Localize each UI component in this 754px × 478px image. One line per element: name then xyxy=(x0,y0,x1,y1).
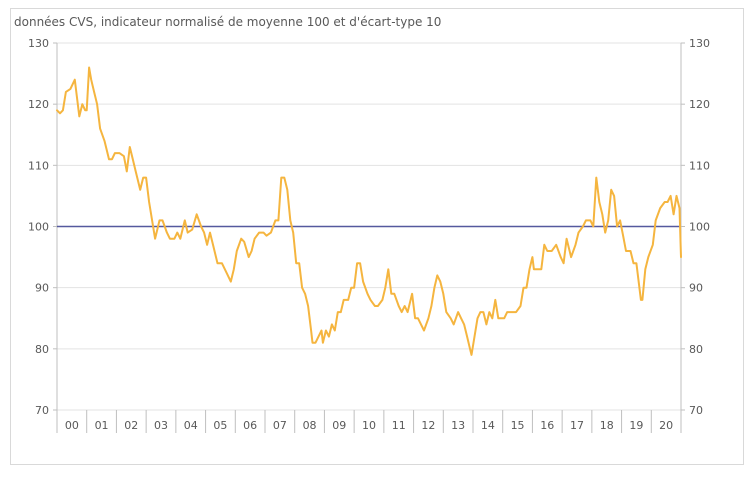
x-tick-label: 19 xyxy=(629,419,643,432)
x-tick-label: 17 xyxy=(570,419,584,432)
x-tick-label: 02 xyxy=(124,419,138,432)
y-tick-label-left: 100 xyxy=(28,221,49,234)
y-tick-label-right: 80 xyxy=(689,343,703,356)
y-tick-label-left: 80 xyxy=(35,343,49,356)
x-tick-label: 20 xyxy=(659,419,673,432)
x-tick-label: 05 xyxy=(213,419,227,432)
x-tick-label: 10 xyxy=(362,419,376,432)
x-tick-label: 00 xyxy=(65,419,79,432)
x-tick-label: 14 xyxy=(481,419,495,432)
y-tick-label-right: 100 xyxy=(689,221,710,234)
y-tick-label-right: 90 xyxy=(689,282,703,295)
x-tick-label: 09 xyxy=(332,419,346,432)
x-tick-label: 01 xyxy=(95,419,109,432)
y-tick-label-right: 130 xyxy=(689,37,710,50)
chart-frame xyxy=(10,8,744,465)
y-tick-label-left: 130 xyxy=(28,37,49,50)
x-tick-label: 15 xyxy=(511,419,525,432)
y-tick-label-left: 90 xyxy=(35,282,49,295)
y-tick-label-right: 110 xyxy=(689,159,710,172)
y-tick-label-right: 120 xyxy=(689,98,710,111)
y-tick-label-left: 110 xyxy=(28,159,49,172)
y-axis-right: 70 80 90 100 110 120 130 xyxy=(689,37,710,417)
x-axis: 00 01 02 03 04 05 06 07 08 09 10 11 12 13 14 15 16 17 18 19… xyxy=(65,419,673,432)
x-tick-label: 04 xyxy=(184,419,198,432)
y-tick-label-left: 70 xyxy=(35,404,49,417)
x-tick-label: 03 xyxy=(154,419,168,432)
chart-subtitle: données CVS, indicateur normalisé de moy… xyxy=(14,15,442,29)
series-line xyxy=(56,66,682,356)
y-tick-label-right: 70 xyxy=(689,404,703,417)
x-tick-label: 18 xyxy=(600,419,614,432)
series-group xyxy=(56,66,682,356)
x-tick-label: 12 xyxy=(421,419,435,432)
x-tick-label: 07 xyxy=(273,419,287,432)
x-tick-label: 16 xyxy=(540,419,554,432)
y-tick-label-left: 120 xyxy=(28,98,49,111)
x-tick-label: 11 xyxy=(392,419,406,432)
x-tick-label: 13 xyxy=(451,419,465,432)
y-axis-left: 70 80 90 100 110 120 130 xyxy=(28,37,49,417)
axes xyxy=(53,42,685,433)
x-tick-label: 06 xyxy=(243,419,257,432)
x-tick-label: 08 xyxy=(303,419,317,432)
